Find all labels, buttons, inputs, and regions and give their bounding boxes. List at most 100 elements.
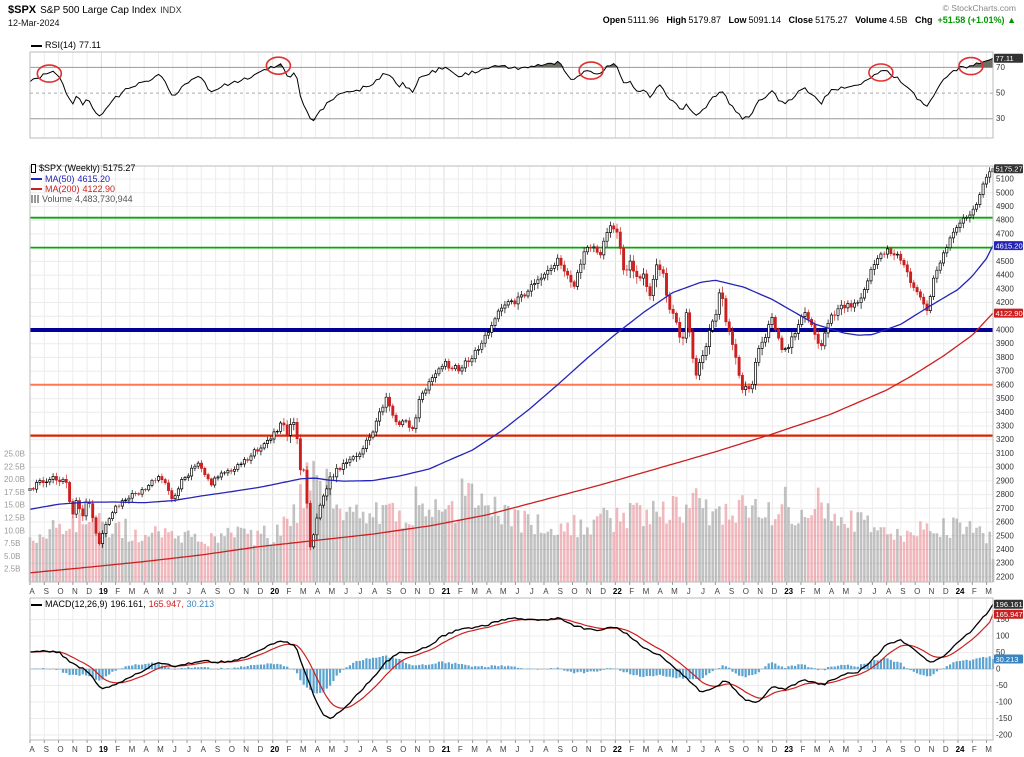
- copyright: © StockCharts.com: [942, 3, 1016, 13]
- volume-legend-label: Volume: [42, 193, 73, 204]
- svg-text:2300: 2300: [996, 559, 1014, 568]
- x-axis-price: A S O N D 19 F M A M J J A S O N D 20 F M A M J J A S O N D 21 F M A M J J A…: [29, 582, 992, 596]
- svg-text:4700: 4700: [996, 229, 1014, 238]
- svg-text:A: A: [144, 745, 150, 754]
- svg-text:A: A: [543, 745, 549, 754]
- ma50-line: [29, 245, 994, 510]
- svg-text:A: A: [658, 745, 664, 754]
- quote-line: Open 5111.96 High 5179.87 Low 5091.14 Close…: [598, 15, 1016, 25]
- svg-text:J: J: [858, 587, 862, 596]
- svg-text:F: F: [458, 587, 463, 596]
- svg-text:A: A: [715, 587, 721, 596]
- svg-text:3000: 3000: [996, 463, 1014, 472]
- axis-value-badge: [994, 53, 1023, 63]
- rsi-line-icon: [31, 44, 42, 47]
- svg-text:F: F: [801, 587, 806, 596]
- macd-histogram: [32, 655, 995, 694]
- macd-panel: 150 100 50 0 -50 -100 -150 -200: [29, 597, 1013, 741]
- ma50-legend-value: 4615.20: [77, 173, 111, 184]
- axis-value-badge: [994, 308, 1023, 318]
- volume-bars-up: [28, 460, 995, 582]
- svg-text:12.5B: 12.5B: [4, 514, 25, 523]
- ma200-line: [29, 312, 994, 574]
- svg-text:2900: 2900: [996, 476, 1014, 485]
- svg-text:S: S: [386, 587, 391, 596]
- svg-text:A: A: [658, 587, 664, 596]
- svg-text:A: A: [543, 587, 549, 596]
- svg-text:F: F: [287, 745, 292, 754]
- high-value: 5179.87: [688, 15, 721, 25]
- chart-date: 12-Mar-2024: [8, 18, 60, 28]
- axis-value-badge: [994, 609, 1023, 619]
- svg-text:D: D: [86, 745, 92, 754]
- rsi-annotation-circle: [958, 56, 984, 76]
- high-label: High: [666, 15, 687, 25]
- svg-text:F: F: [629, 745, 634, 754]
- svg-text:M: M: [300, 745, 307, 754]
- svg-text:3900: 3900: [996, 339, 1014, 348]
- svg-text:M: M: [985, 587, 992, 596]
- svg-text:3300: 3300: [996, 422, 1014, 431]
- svg-text:D: D: [600, 745, 606, 754]
- svg-text:4122.90: 4122.90: [996, 309, 1023, 318]
- svg-text:M: M: [643, 745, 650, 754]
- svg-text:J: J: [358, 745, 362, 754]
- svg-text:A: A: [372, 745, 378, 754]
- svg-text:O: O: [400, 745, 406, 754]
- svg-text:7.5B: 7.5B: [4, 539, 20, 548]
- svg-text:M: M: [471, 587, 478, 596]
- svg-text:-150: -150: [996, 714, 1013, 723]
- svg-text:N: N: [586, 587, 592, 596]
- svg-text:N: N: [929, 745, 935, 754]
- svg-text:M: M: [985, 745, 992, 754]
- svg-text:M: M: [129, 745, 136, 754]
- spx-legend-label: $SPX (Weekly): [39, 163, 100, 173]
- svg-text:4900: 4900: [996, 202, 1014, 211]
- svg-text:S: S: [386, 745, 391, 754]
- svg-text:20: 20: [270, 745, 279, 754]
- svg-text:A: A: [829, 745, 835, 754]
- svg-text:2.5B: 2.5B: [4, 565, 20, 574]
- svg-text:2200: 2200: [996, 572, 1014, 581]
- macd-line-icon: [31, 603, 42, 606]
- svg-text:A: A: [315, 587, 321, 596]
- chg-label: Chg: [915, 15, 933, 25]
- x-axis-macd: A S O N D 19 F M A M J J A S O N D 20 F M A M J J A S O N D 21 F M A M J J A…: [29, 740, 992, 754]
- svg-text:D: D: [600, 587, 606, 596]
- svg-text:M: M: [157, 745, 164, 754]
- chg-value: +51.58 (+1.01%) ▲: [937, 15, 1017, 25]
- svg-text:M: M: [500, 587, 507, 596]
- svg-text:O: O: [571, 745, 577, 754]
- svg-text:2700: 2700: [996, 504, 1014, 513]
- macd-line: [29, 603, 994, 720]
- svg-text:M: M: [643, 587, 650, 596]
- volume-value: 4.5B: [888, 15, 908, 25]
- svg-text:17.5B: 17.5B: [4, 488, 25, 497]
- volume-label: Volume: [855, 15, 887, 25]
- close-label: Close: [788, 15, 814, 25]
- svg-text:A: A: [29, 745, 35, 754]
- svg-text:J: J: [872, 745, 876, 754]
- svg-text:2400: 2400: [996, 545, 1014, 554]
- svg-text:5000: 5000: [996, 188, 1014, 197]
- svg-text:M: M: [300, 587, 307, 596]
- svg-text:3500: 3500: [996, 394, 1014, 403]
- ma200-legend: MA(200) 4122.90: [31, 184, 115, 194]
- svg-text:2600: 2600: [996, 518, 1014, 527]
- macd-legend-label: MACD(12,26,9): [45, 599, 108, 609]
- svg-text:M: M: [671, 587, 678, 596]
- svg-text:F: F: [972, 587, 977, 596]
- svg-text:M: M: [671, 745, 678, 754]
- chart-title: $SPX S&P 500 Large Cap Index INDX: [8, 4, 182, 16]
- svg-text:A: A: [829, 587, 835, 596]
- low-label: Low: [728, 15, 747, 25]
- svg-text:M: M: [842, 587, 849, 596]
- svg-text:21: 21: [442, 587, 451, 596]
- svg-text:S: S: [558, 745, 563, 754]
- exchange: INDX: [160, 5, 182, 15]
- close-value: 5175.27: [815, 15, 848, 25]
- svg-text:S: S: [44, 745, 49, 754]
- svg-text:J: J: [701, 745, 705, 754]
- svg-text:23: 23: [784, 745, 793, 754]
